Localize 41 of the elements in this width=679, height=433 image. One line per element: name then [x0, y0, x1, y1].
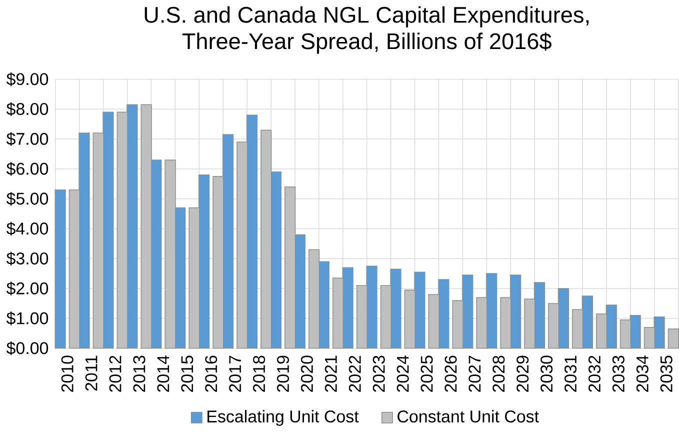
x-tick-label: 2020: [300, 356, 313, 392]
y-tick-label: $2.00: [6, 282, 48, 296]
x-tick-label: 2017: [229, 356, 242, 392]
x-tick-label: 2012: [109, 356, 122, 392]
x-tick-label: 2026: [444, 356, 457, 392]
y-tick-label: $4.00: [6, 222, 48, 236]
x-tick-label: 2019: [276, 356, 290, 392]
y-tick-label: $9.00: [6, 72, 48, 86]
x-tick-label: 2029: [516, 356, 529, 392]
x-tick-label: 2016: [205, 356, 218, 392]
y-tick-label: $7.00: [6, 132, 48, 146]
y-tick-label: $8.00: [6, 102, 48, 116]
y-tick-label: $1.00: [6, 312, 48, 326]
x-tick-label: 2010: [61, 356, 74, 392]
legend-label: Constant Unit Cost: [398, 410, 539, 423]
x-tick-label: 2025: [420, 356, 433, 392]
chart-title: U.S. and Canada NGL Capital Expenditures, Three-Year Spread, Billions of 2016$: [144, 6, 589, 54]
x-tick-label: 2032: [588, 356, 601, 392]
x-tick-label: 2030: [540, 356, 553, 392]
x-tick-label: 2022: [348, 356, 361, 392]
x-tick-label: 2031: [564, 356, 577, 392]
y-tick-label: $5.00: [6, 192, 48, 206]
x-tick-label: 2028: [492, 356, 505, 392]
x-tick-label: 2033: [612, 356, 624, 392]
y-tick-label: $0.00: [6, 342, 48, 356]
x-tick-label: 2021: [324, 356, 337, 392]
legend-label: Escalating Unit Cost: [208, 410, 359, 426]
y-tick-label: $3.00: [6, 252, 48, 266]
x-tick-label: 2034: [636, 356, 648, 392]
bar: [54, 190, 66, 349]
x-tick-label: 2024: [396, 356, 409, 392]
bar: [668, 328, 679, 349]
x-tick-label: 2027: [468, 356, 481, 392]
x-tick-label: 2035: [660, 356, 672, 392]
x-tick-label: 2014: [157, 356, 170, 392]
x-tick-label: 2013: [133, 356, 146, 392]
x-tick-label: 2015: [181, 356, 194, 392]
x-tick-label: 2023: [372, 356, 385, 392]
x-tick-label: 2011: [85, 356, 98, 391]
y-tick-label: $6.00: [6, 162, 48, 176]
x-tick-label: 2018: [253, 356, 266, 392]
